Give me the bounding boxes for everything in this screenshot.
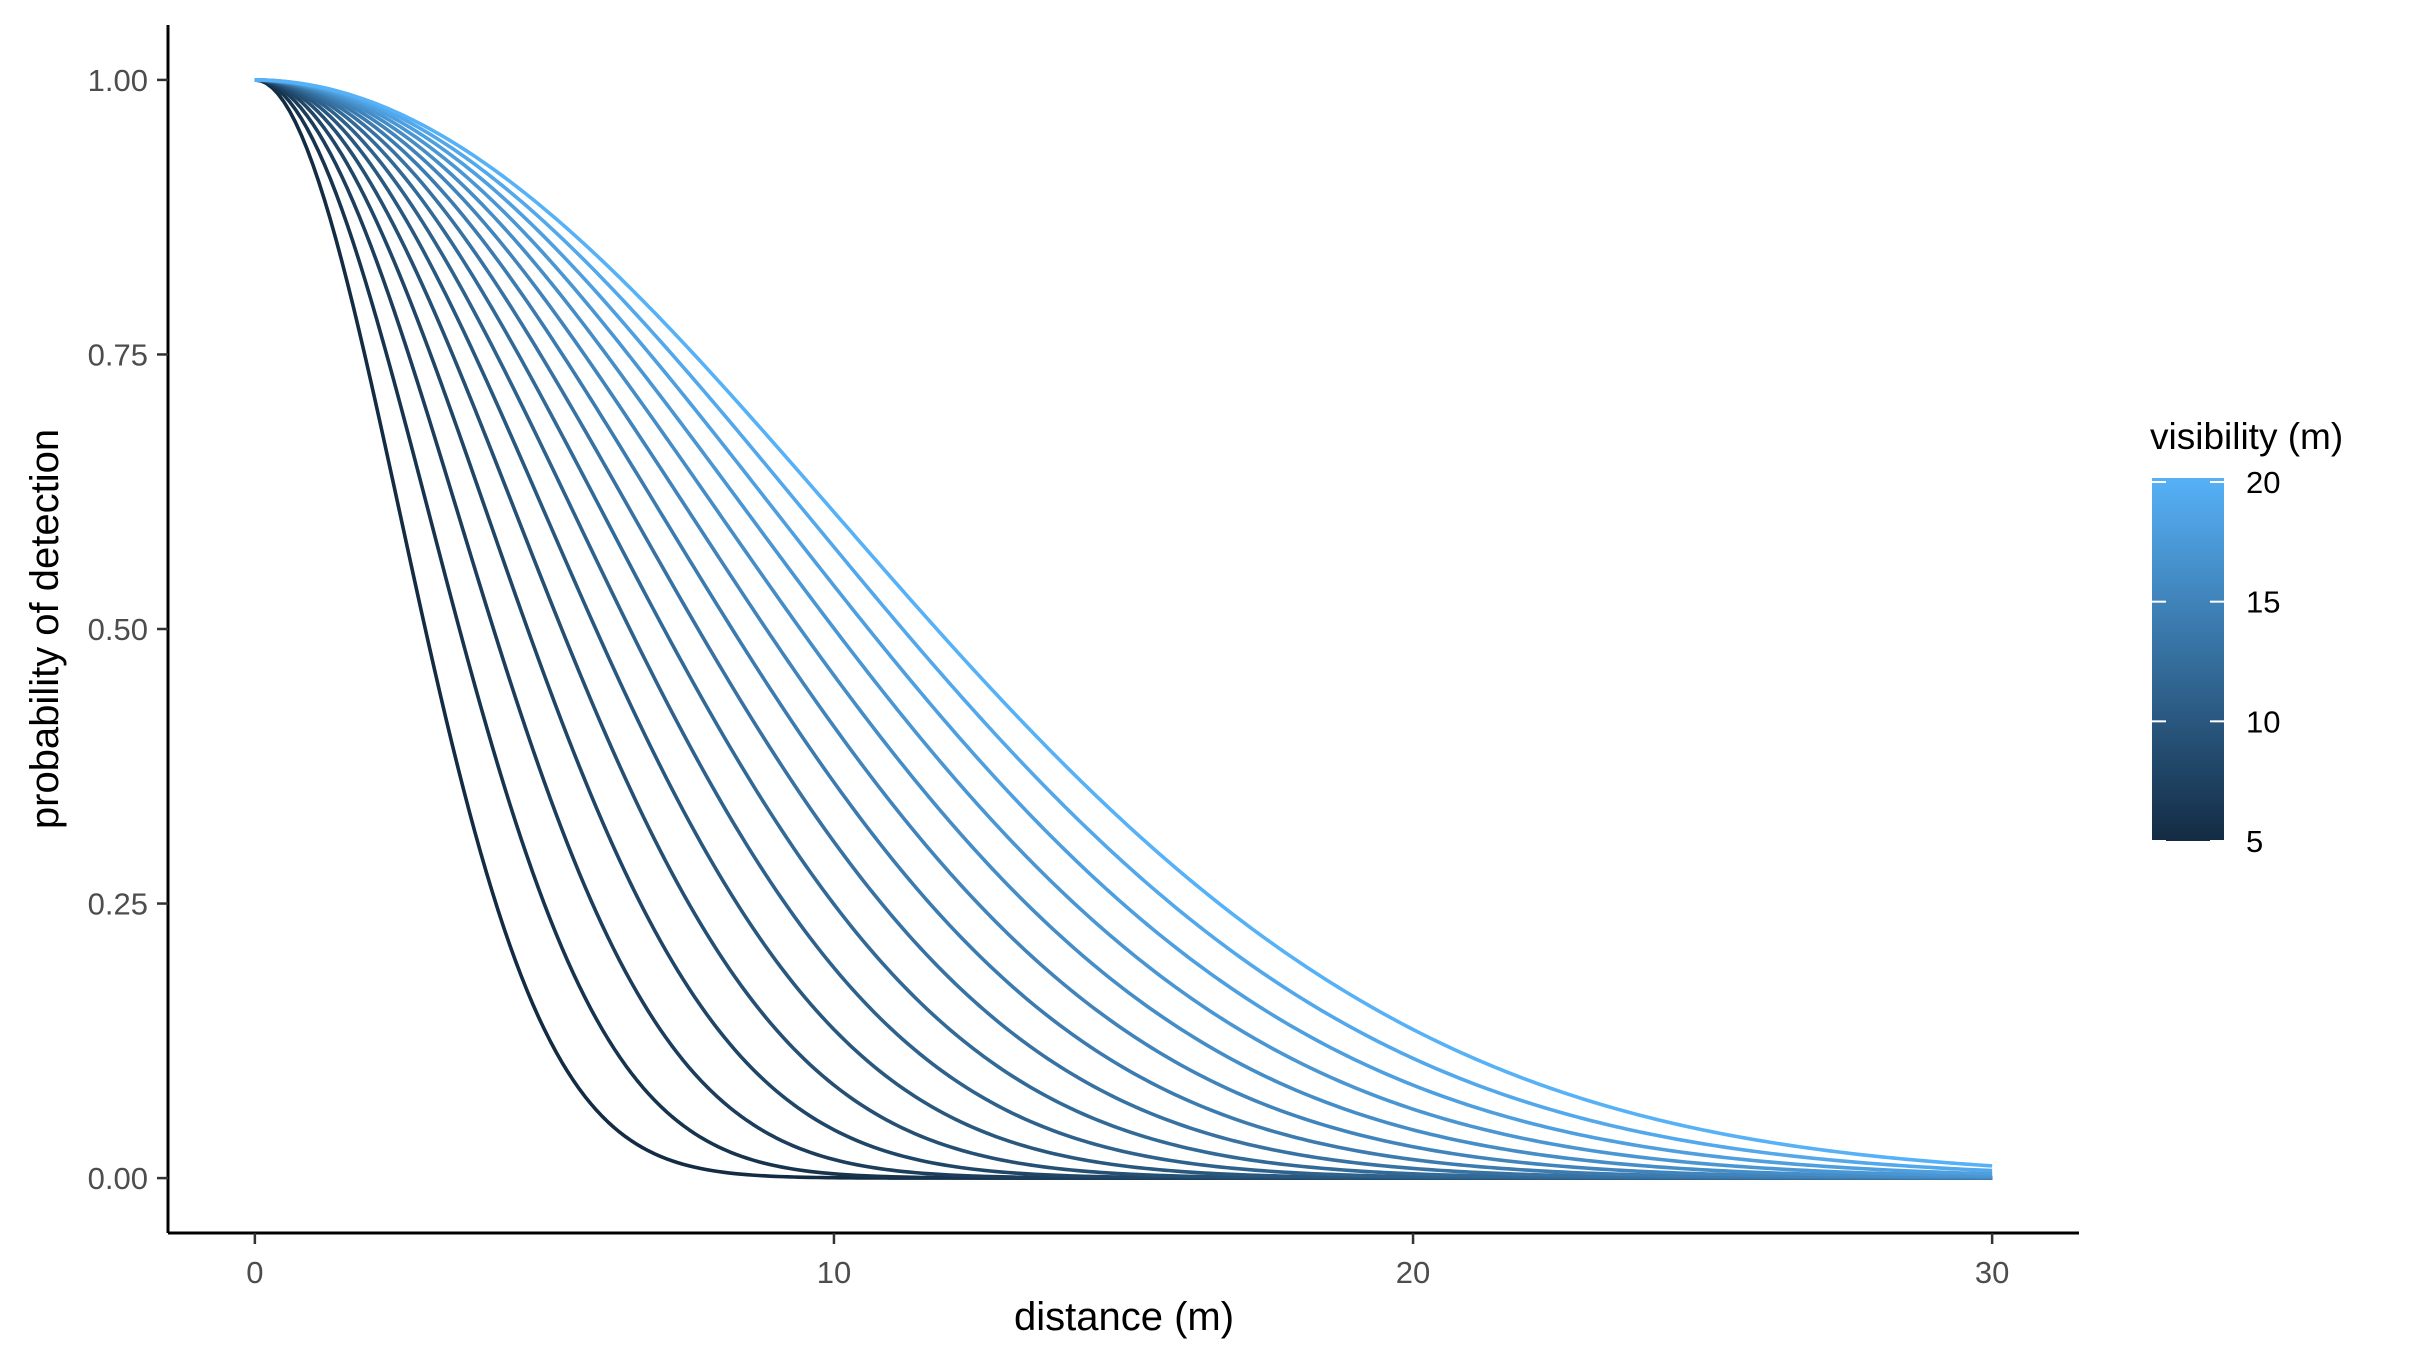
series-line-visibility-20 (254, 78, 1993, 1168)
series-line-visibility-11 (254, 78, 1993, 1180)
series-line-visibility-7 (254, 78, 1993, 1180)
legend-tick-label: 5 (2246, 824, 2263, 859)
legend-ticks: 5 10 15 20 (2152, 465, 2280, 859)
x-tick-label: 0 (246, 1255, 263, 1290)
series-lines (254, 78, 1993, 1180)
x-tick-label: 30 (1975, 1255, 2009, 1290)
series-line-visibility-16 (254, 78, 1993, 1179)
legend-title: visibility (m) (2150, 416, 2343, 457)
series-line-visibility-19 (254, 78, 1993, 1173)
y-tick-label: 0.75 (88, 337, 148, 372)
x-tick-label: 20 (1396, 1255, 1430, 1290)
legend-tick-label: 10 (2246, 704, 2280, 739)
y-axis-ticks: 0.00 0.25 0.50 0.75 1.00 (88, 63, 168, 1196)
legend: visibility (m) 5 10 15 20 (2150, 416, 2343, 859)
series-line-visibility-18 (254, 78, 1993, 1176)
y-tick-label: 0.25 (88, 887, 148, 922)
series-line-visibility-9 (254, 78, 1993, 1180)
legend-colorbar (2152, 478, 2224, 841)
legend-tick-label: 15 (2246, 585, 2280, 620)
legend-tick-label: 20 (2246, 465, 2280, 500)
y-tick-label: 0.50 (88, 612, 148, 647)
x-axis-title: distance (m) (1014, 1295, 1234, 1339)
series-line-visibility-6 (254, 78, 1993, 1180)
series-line-visibility-5 (254, 78, 1993, 1180)
series-line-visibility-13 (254, 78, 1993, 1180)
series-line-visibility-17 (254, 78, 1993, 1178)
y-axis-title: probability of detection (23, 429, 67, 829)
x-axis-ticks: 0 10 20 30 (246, 1233, 2009, 1290)
series-line-visibility-8 (254, 78, 1993, 1180)
series-line-visibility-15 (254, 78, 1993, 1180)
series-line-visibility-14 (254, 78, 1993, 1180)
y-tick-label: 1.00 (88, 63, 148, 98)
series-line-visibility-12 (254, 78, 1993, 1180)
x-tick-label: 10 (817, 1255, 851, 1290)
y-tick-label: 0.00 (88, 1161, 148, 1196)
series-line-visibility-10 (254, 78, 1993, 1180)
